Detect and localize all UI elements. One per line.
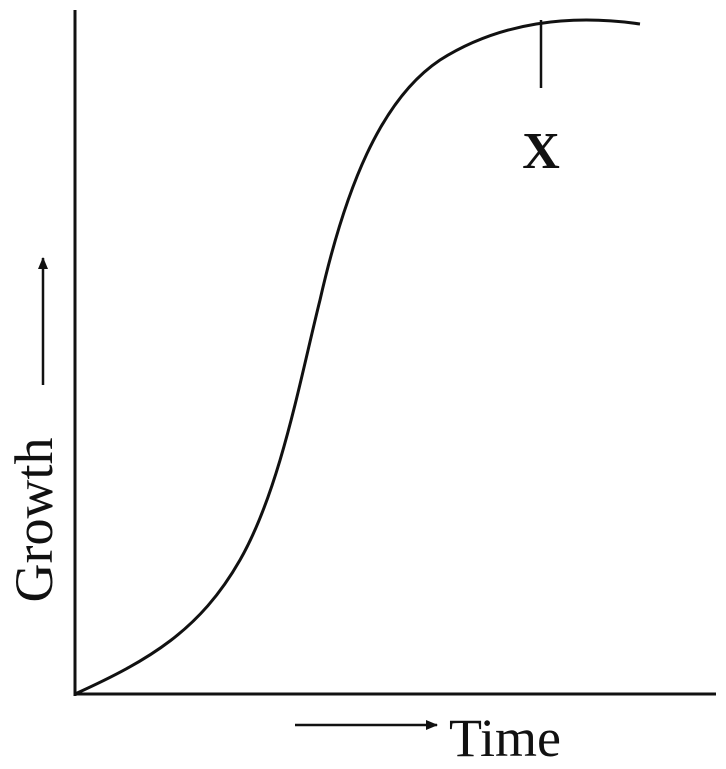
y-axis-label: Growth (4, 438, 64, 603)
x-axis-label: Time (449, 708, 561, 768)
sigmoid-curve (74, 18, 641, 696)
marker-label: X (522, 123, 560, 180)
